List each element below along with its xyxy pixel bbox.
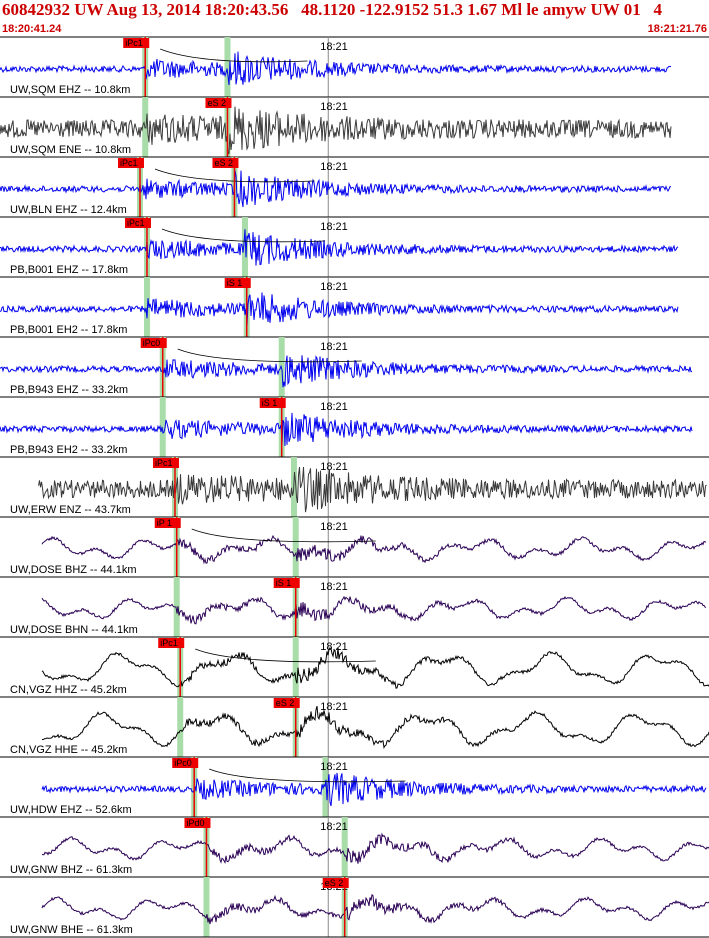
s-pick-label: eS 2	[276, 698, 295, 708]
waveform	[38, 466, 707, 513]
s-arrival-band	[341, 817, 348, 877]
p-pick-label: iP 1	[157, 518, 172, 528]
p-arrival-band	[173, 577, 180, 637]
station-label: CN,VGZ HHZ -- 45.2km	[10, 684, 127, 696]
station-label: UW,ERW ENZ -- 43.7km	[10, 504, 131, 516]
p-pick-label: iPc1	[160, 638, 178, 648]
waveform	[0, 170, 672, 208]
travel-time-curve	[154, 168, 315, 183]
station-label: CN,VGZ HHE -- 45.2km	[10, 744, 127, 756]
minute-tick-label: 18:21	[320, 161, 348, 173]
station-label: PB,B001 EH2 -- 17.8km	[10, 324, 127, 336]
p-pick-label: iPc1	[127, 218, 145, 228]
minute-tick-label: 18:21	[320, 401, 348, 413]
p-arrival-band	[159, 397, 166, 457]
waveform	[41, 772, 707, 807]
p-pick-flag	[172, 758, 199, 768]
travel-time-curve	[177, 348, 362, 363]
waveform	[0, 292, 679, 327]
p-pick-flag	[184, 818, 211, 828]
travel-time-curve	[191, 528, 376, 543]
travel-time-curve	[161, 228, 325, 243]
station-label: UW,DOSE BHZ -- 44.1km	[10, 564, 137, 576]
s-pick-flag	[224, 278, 251, 288]
s-arrival-band	[322, 757, 329, 817]
minute-tick-label: 18:21	[320, 101, 348, 113]
minute-tick-label: 18:21	[320, 521, 348, 533]
travel-time-curve	[160, 48, 308, 63]
p-pick-label: iPc0	[143, 338, 161, 348]
s-pick-flag	[273, 578, 300, 588]
end-time: 18:21:21.76	[647, 23, 707, 35]
s-pick-flag	[259, 398, 286, 408]
station-label: PB,B943 EH2 -- 33.2km	[10, 444, 127, 456]
s-pick-label: iS 1	[227, 278, 243, 288]
minute-tick-label: 18:21	[320, 221, 348, 233]
minute-tick-label: 18:21	[320, 341, 348, 353]
travel-time-curve	[195, 648, 376, 663]
s-arrival-band	[292, 637, 299, 697]
minute-tick-label: 18:21	[320, 461, 348, 473]
minute-tick-label: 18:21	[320, 281, 348, 293]
s-arrival-band	[292, 517, 299, 577]
p-pick-flag	[123, 38, 150, 48]
s-pick-label: eS 2	[325, 878, 344, 888]
s-pick-label: eS 2	[207, 98, 226, 108]
s-arrival-band	[241, 217, 248, 277]
waveform	[41, 705, 709, 749]
station-label: UW,GNW BHE -- 61.3km	[10, 924, 133, 936]
waveform	[0, 412, 693, 447]
p-pick-label: iPc1	[120, 158, 138, 168]
station-label: PB,B001 EHZ -- 17.8km	[10, 264, 128, 276]
waveform	[0, 106, 672, 155]
minute-tick-label: 18:21	[320, 821, 348, 833]
p-pick-flag	[124, 218, 151, 228]
waveform	[41, 832, 709, 865]
station-label: UW,HDW EHZ -- 52.6km	[10, 804, 132, 816]
p-pick-label: iPc1	[125, 38, 143, 48]
minute-tick-label: 18:21	[320, 41, 348, 53]
s-arrival-band	[224, 37, 231, 97]
waveform	[41, 647, 709, 689]
minute-tick-label: 18:21	[320, 701, 348, 713]
s-pick-label: iS 1	[262, 398, 278, 408]
s-pick-label: eS 2	[214, 158, 233, 168]
station-label: UW,BLN EHZ -- 12.4km	[10, 204, 127, 216]
waveform	[0, 51, 672, 86]
p-pick-flag	[117, 158, 144, 168]
p-pick-label: iPc0	[174, 758, 192, 768]
p-pick-flag	[158, 638, 185, 648]
p-arrival-band	[177, 697, 184, 757]
s-pick-flag	[212, 158, 239, 168]
minute-tick-label: 18:21	[320, 761, 348, 773]
p-arrival-band	[143, 277, 150, 337]
travel-time-curve	[209, 768, 406, 783]
waveform	[41, 595, 707, 625]
start-time: 18:20:41.24	[2, 23, 62, 35]
waveform	[0, 355, 692, 388]
station-label: PB,B943 EHZ -- 33.2km	[10, 384, 128, 396]
s-pick-label: iS 1	[276, 578, 292, 588]
p-pick-flag	[154, 518, 181, 528]
station-label: UW,SQM EHZ -- 10.8km	[10, 84, 130, 96]
station-label: UW,DOSE BHN -- 44.1km	[10, 624, 138, 636]
p-pick-label: iPd0	[186, 818, 204, 828]
minute-tick-label: 18:21	[320, 641, 348, 653]
s-pick-flag	[273, 698, 300, 708]
event-title: 60842932 UW Aug 13, 2014 18:20:43.56 48.…	[2, 0, 663, 19]
p-arrival-band	[203, 877, 210, 937]
waveform	[0, 229, 679, 266]
p-pick-label: iPc1	[155, 458, 173, 468]
waveform	[41, 893, 709, 925]
s-pick-flag	[205, 98, 232, 108]
s-pick-flag	[322, 878, 349, 888]
station-label: UW,GNW BHZ -- 61.3km	[10, 864, 132, 876]
waveform	[41, 534, 707, 565]
station-label: UW,SQM ENE -- 10.8km	[10, 144, 131, 156]
p-pick-flag	[140, 338, 167, 348]
minute-tick-label: 18:21	[320, 581, 348, 593]
p-pick-flag	[152, 458, 179, 468]
